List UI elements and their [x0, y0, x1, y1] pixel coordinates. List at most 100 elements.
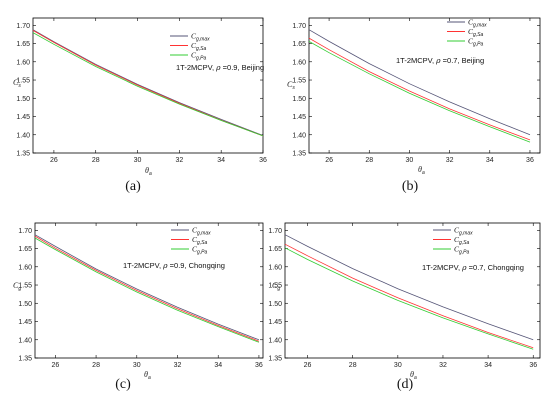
panel-b: 26 28 30 32 34 36 1.35 1.40 1.45 1.50 1.55 1.60 1.65… — [287, 17, 541, 194]
x-axis-label: θa — [145, 166, 152, 177]
x-axis-label-main: θ — [418, 165, 422, 174]
series-line-g-Pa — [34, 237, 260, 343]
plot-frame — [32, 17, 264, 154]
x-tick-label: 30 — [133, 362, 141, 369]
y-axis-label: Cg — [272, 281, 280, 292]
legend-label: Cg,Sa — [192, 235, 208, 246]
y-axis-label-main: C — [13, 78, 19, 87]
legend-label-sub: g,max — [197, 231, 211, 237]
x-tick-label: 34 — [484, 362, 492, 369]
x-axis-label-main: θ — [145, 166, 149, 175]
x-tick-label: 30 — [394, 362, 402, 369]
plot-frame — [308, 17, 541, 154]
y-axis-label-sub: g — [18, 286, 21, 292]
x-tick-label: 26 — [50, 157, 58, 164]
y-tick-label: 1.60 — [16, 59, 30, 66]
legend-label-sub: g,max — [196, 37, 210, 43]
legend-label: Cg,Pa — [192, 245, 208, 256]
legend-label-main: C — [192, 235, 198, 244]
y-tick-label: 1.55 — [16, 78, 30, 85]
annotation-prefix: 1T-2MCPV, — [123, 261, 163, 270]
series-line-g-Sa — [308, 37, 531, 141]
y-tick-label: 1.45 — [18, 319, 32, 326]
legend-label: Cg,Sa — [468, 27, 484, 38]
y-tick-label: 1.65 — [18, 246, 32, 253]
series-line-g-max — [308, 29, 531, 136]
x-tick-label: 26 — [304, 362, 312, 369]
legend-label-main: C — [192, 245, 198, 254]
x-tick-label: 36 — [259, 157, 267, 164]
legend-label-main: C — [191, 51, 197, 60]
series-line-g-max — [32, 29, 264, 136]
y-tick-label: 1.55 — [268, 283, 282, 290]
series-line-g-Pa — [284, 247, 534, 350]
panel-c: 26 28 30 32 34 36 1.35 1.40 1.45 1.50 1.55 1.60 1.65… — [13, 222, 264, 392]
x-axis-label-main: θ — [144, 370, 148, 379]
x-tick-label: 28 — [92, 157, 100, 164]
x-tick-label: 34 — [214, 362, 222, 369]
x-tick-label: 34 — [217, 157, 225, 164]
x-tick-label: 32 — [439, 362, 447, 369]
x-tick-label: 26 — [51, 362, 59, 369]
y-tick-label: 1.60 — [18, 264, 32, 271]
y-axis-label-sub: g — [277, 286, 280, 292]
annotation: 1T-2MCPV, ρ =0.7, Beijing — [396, 56, 484, 65]
annotation-rest: =0.9, Beijing — [221, 63, 265, 72]
series-line-g-max — [34, 234, 260, 341]
legend-label-main: C — [191, 32, 197, 41]
x-tick-label: 36 — [255, 362, 263, 369]
x-tick-label: 32 — [175, 157, 183, 164]
annotation-rho: ρ — [435, 56, 441, 65]
x-axis-label: θa — [418, 165, 425, 176]
annotation-rho: ρ — [461, 263, 467, 272]
x-tick-label: 36 — [529, 362, 537, 369]
legend-label-main: C — [468, 37, 474, 46]
panel-caption: (b) — [402, 179, 419, 194]
x-tick-label: 28 — [92, 362, 100, 369]
legend-label-sub: g,max — [473, 23, 487, 29]
y-tick-label: 1.60 — [268, 264, 282, 271]
annotation: 1T-2MCPV, ρ =0.9, Beijing — [176, 63, 264, 72]
legend-label: Cg,max — [454, 226, 473, 237]
legend-label-main: C — [468, 18, 474, 27]
legend-label-sub: g,Sa — [459, 240, 470, 246]
y-axis-label-main: C — [13, 281, 19, 290]
legend-label-main: C — [454, 235, 460, 244]
legend-label-sub: g,Pa — [197, 250, 208, 256]
x-axis-label: θa — [144, 370, 151, 381]
legend-label-sub: g,Sa — [197, 240, 208, 246]
annotation-rest: =0.7, Chongqing — [467, 263, 524, 272]
legend-label: Cg,Pa — [454, 245, 470, 256]
x-axis-label-sub: a — [148, 375, 151, 381]
legend-label: Cg,Sa — [191, 41, 207, 52]
legend-label-sub: g,Pa — [196, 56, 207, 62]
panel-caption: (a) — [125, 179, 141, 194]
y-tick-label: 1.35 — [268, 356, 282, 363]
legend-label: Cg,Pa — [191, 51, 207, 62]
x-axis-label: θa — [410, 370, 417, 381]
y-tick-label: 1.70 — [292, 23, 306, 30]
plot-frame — [34, 222, 264, 359]
annotation-prefix: 1T-2MCPV, — [176, 63, 216, 72]
y-tick-label: 1.40 — [16, 132, 30, 139]
legend-label-main: C — [454, 226, 460, 235]
y-tick-label: 1.35 — [18, 356, 32, 363]
series-line-g-Sa — [34, 235, 260, 342]
legend-label: Cg,max — [191, 32, 210, 43]
legend-label-sub: g,Pa — [459, 250, 470, 256]
annotation-rho: ρ — [162, 261, 168, 270]
y-axis-label-sub: s — [292, 85, 295, 91]
x-tick-label: 32 — [174, 362, 182, 369]
legend-label: Cg,Sa — [454, 235, 470, 246]
y-tick-label: 1.40 — [292, 132, 306, 139]
y-tick-label: 1.55 — [18, 283, 32, 290]
y-tick-label: 1.45 — [16, 114, 30, 121]
legend-label-sub: g,max — [459, 231, 473, 237]
y-axis-label: Cg — [13, 281, 21, 292]
legend-label-main: C — [454, 245, 460, 254]
y-tick-label: 1.60 — [292, 59, 306, 66]
panel-caption: (c) — [115, 377, 131, 392]
series-line-g-Pa — [32, 32, 264, 137]
legend-label-main: C — [192, 226, 198, 235]
annotation: 1T-2MCPV, ρ =0.9, Chongqing — [123, 261, 225, 270]
